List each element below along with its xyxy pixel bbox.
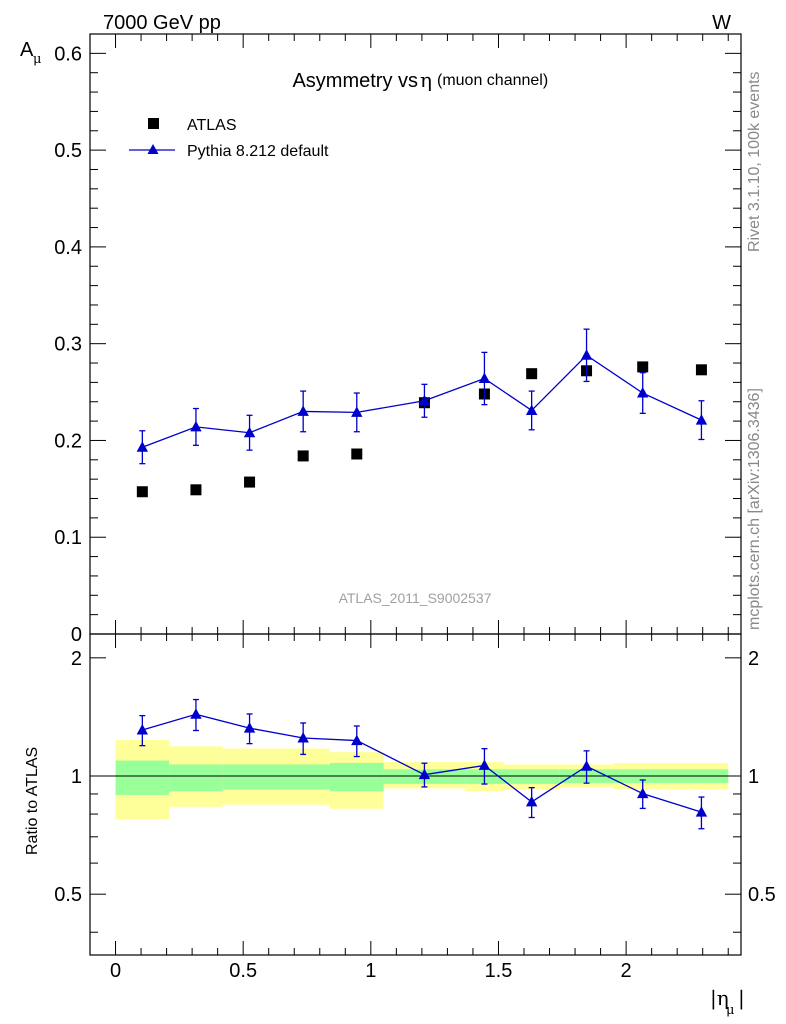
pythia-ratio-point	[136, 723, 149, 735]
axes-frames	[89, 33, 742, 956]
ratio-y-tick-label-left: 0.5	[54, 884, 82, 906]
axis-ticks: 0 0.5 1 1.5 200.10.20.30.40.50.60.5 0.51 12 2	[54, 33, 776, 982]
pythia-point	[580, 349, 593, 360]
chart-title-symbol: η	[420, 68, 432, 92]
pythia-point	[351, 406, 363, 417]
ratio-y-axis-label: Ratio to ATLAS	[24, 747, 41, 855]
atlas-data-point	[136, 486, 148, 498]
y-tick-label: 0.6	[54, 43, 82, 65]
ratio-band-green	[329, 762, 384, 792]
atlas-data-point	[297, 450, 309, 462]
x-tick-label: 0	[110, 960, 121, 982]
x-tick-label: 2	[621, 960, 632, 982]
x-axis-label-subscript: μ	[726, 1003, 734, 1018]
data-series	[136, 328, 708, 830]
pythia-ratio-point	[418, 768, 431, 780]
x-tick-label: 0.5	[229, 960, 257, 982]
legend-atlas-marker	[148, 118, 159, 129]
y-tick-label: 0	[71, 624, 82, 646]
legend-atlas-label: ATLAS	[187, 117, 237, 134]
pythia-ratio-point	[297, 731, 309, 743]
chart-title: Asymmetry vs	[292, 70, 418, 92]
pythia-point	[695, 414, 708, 425]
y-axis-label-subscript: μ	[33, 52, 41, 67]
ratio-band-green	[169, 764, 223, 792]
pythia-ratio-point	[190, 708, 202, 719]
pythia-ratio-point	[695, 806, 708, 817]
atlas-data-point	[526, 368, 538, 380]
legend-pythia-marker	[147, 144, 159, 154]
ratio-band-green	[115, 760, 170, 795]
atlas-data-point	[637, 361, 649, 373]
header-left-label: 7000 GeV pp	[103, 12, 221, 34]
pythia-ratio-point	[525, 795, 538, 807]
pythia-point	[243, 426, 256, 438]
atlas-data-point	[190, 484, 202, 496]
ratio-y-tick-label-right: 2	[748, 648, 759, 670]
pythia-ratio-point	[351, 734, 363, 746]
ratio-panel-frame	[89, 633, 742, 956]
pythia-point	[418, 394, 431, 406]
atlas-data-point	[695, 364, 707, 376]
pythia-point	[525, 404, 538, 415]
pythia-point	[478, 372, 491, 384]
pythia-point	[297, 405, 309, 416]
chart-title-suffix: (muon channel)	[437, 72, 548, 89]
atlas-data-point	[351, 448, 363, 460]
y-tick-label: 0.1	[54, 527, 82, 549]
x-axis-label: |η	[710, 986, 729, 1011]
y-tick-label: 0.2	[54, 430, 82, 452]
header-right-label: W	[712, 12, 731, 34]
y-tick-label: 0.3	[54, 334, 82, 356]
y-axis-label: A	[20, 39, 34, 61]
mcplots-reference-label: mcplots.cern.ch [arXiv:1306.3436]	[746, 388, 763, 630]
atlas-data-point	[244, 476, 256, 488]
pythia-point	[637, 387, 649, 398]
analysis-watermark: ATLAS_2011_S9002537	[339, 590, 492, 606]
pythia-ratio-point	[243, 722, 256, 733]
pythia-point	[190, 420, 202, 432]
y-tick-label: 0.4	[54, 237, 82, 259]
rivet-version-label: Rivet 3.1.10, 100k events	[746, 71, 763, 252]
pythia-ratio-point	[580, 760, 593, 771]
x-tick-label: 1.5	[485, 960, 513, 982]
x-axis-label-suffix: |	[738, 986, 745, 1011]
x-tick-label: 1	[365, 960, 376, 982]
pythia-ratio-point	[637, 787, 649, 799]
ratio-y-tick-label-left: 2	[71, 648, 82, 670]
ratio-y-tick-label-left: 1	[71, 766, 82, 788]
pythia-ratio-point	[478, 759, 491, 770]
y-tick-label: 0.5	[54, 140, 82, 162]
ratio-y-tick-label-right: 0.5	[748, 884, 776, 906]
legend-pythia-label: Pythia 8.212 default	[187, 143, 329, 160]
pythia-point	[136, 441, 149, 452]
legend: ATLAS Pythia 8.212 default	[129, 117, 329, 160]
ratio-band-green	[222, 764, 330, 790]
ratio-band-green	[503, 769, 560, 784]
ratio-y-tick-label-right: 1	[748, 766, 759, 788]
